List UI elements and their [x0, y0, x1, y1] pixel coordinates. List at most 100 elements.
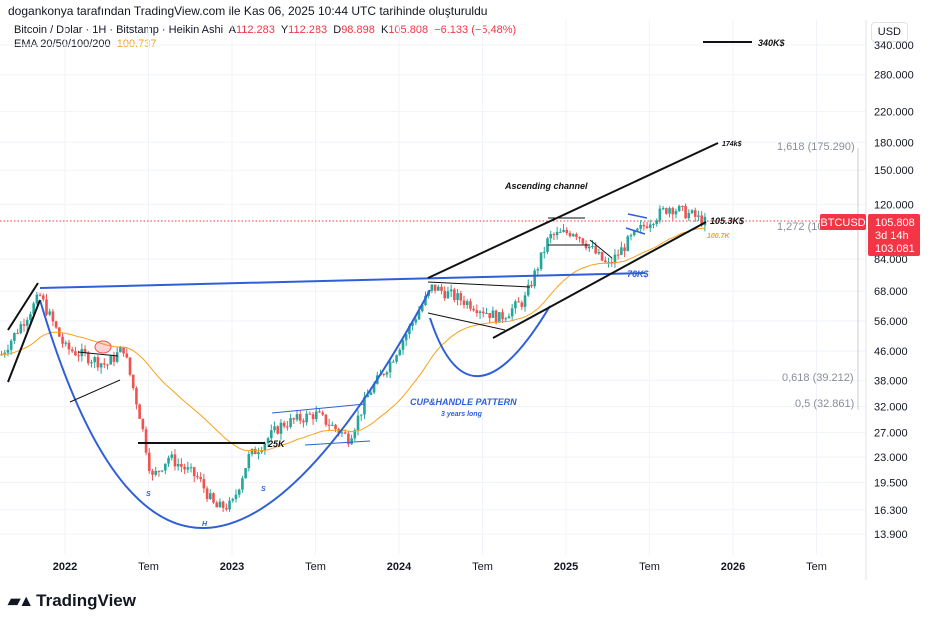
candle-body — [594, 245, 597, 254]
y-tick-label: 220.000 — [874, 107, 914, 119]
candle-body — [154, 470, 157, 475]
candle-body — [562, 229, 565, 232]
candle-body — [488, 312, 491, 318]
triangle-2022 — [69, 351, 121, 403]
candle-body — [408, 325, 411, 335]
label-76k: 76K$ — [627, 269, 650, 279]
candle-body — [199, 476, 202, 480]
ema-label[interactable]: EMA 20/50/100/200 — [14, 38, 111, 50]
candle-body — [687, 213, 691, 219]
y-tick-label: 46.000 — [874, 346, 908, 358]
candle-body — [125, 353, 129, 358]
candle-body — [437, 286, 440, 291]
candle-body — [247, 454, 251, 469]
rim-line — [39, 272, 646, 289]
candle-body — [9, 340, 13, 350]
grid — [0, 20, 866, 555]
candle-body — [176, 463, 180, 467]
candle-body — [350, 438, 353, 445]
candle-body — [449, 289, 453, 292]
candle-body — [456, 293, 459, 300]
symbol-title[interactable]: Bitcoin / Dolar · 1H · Bitstamp · Heikin… — [14, 24, 224, 36]
label-105k: 105.3K$ — [710, 216, 745, 226]
candle-body — [652, 223, 655, 225]
time-axis[interactable]: 2022 Tem 2023 Tem 2024 Tem 2025 Tem 2026 Tem — [53, 561, 827, 573]
cup-curve — [39, 289, 431, 529]
y-tick-label: 38.000 — [874, 375, 908, 387]
candle-body — [151, 470, 154, 475]
candle-body — [218, 501, 222, 508]
y-tick-label: 68.000 — [874, 286, 908, 298]
candle-body — [597, 251, 601, 254]
low-label: D — [333, 24, 342, 36]
ema-value: 100.737 — [116, 38, 157, 50]
price-tags: BTCUSD 105.808 3d 14h 103.081 — [820, 214, 920, 256]
candle-body — [453, 289, 456, 300]
candle-body — [475, 310, 479, 313]
candle-body — [485, 312, 488, 314]
candle-body — [491, 310, 495, 318]
candle-body — [119, 346, 122, 353]
candle-body — [411, 322, 414, 326]
y-tick-label: 280.000 — [874, 70, 914, 82]
x-tick-label: Tem — [305, 561, 326, 573]
candle-body — [6, 349, 10, 353]
y-tick-label: 150.000 — [874, 165, 914, 177]
candle-body — [22, 324, 26, 326]
candle-body — [681, 205, 684, 207]
candle-body — [324, 414, 328, 425]
candle-body — [157, 470, 161, 472]
candle-body — [273, 426, 276, 431]
tradingview-logo[interactable]: ▰▲ TradingView — [8, 591, 136, 611]
candle-body — [372, 383, 376, 393]
candle-body — [401, 340, 405, 350]
y-tick-label: 84.000 — [874, 254, 908, 266]
candle-body — [581, 238, 585, 244]
candle-body — [147, 452, 151, 471]
price-chart[interactable]: 340.000 280.000 220.000 180.000 150.000 120.0… — [0, 0, 930, 590]
low-value: 98.898 — [341, 24, 375, 36]
x-tick-label: Tem — [138, 561, 159, 573]
candle-body — [363, 397, 366, 415]
candle-body — [208, 493, 212, 500]
open-value: 112.283 — [235, 24, 275, 36]
candle-body — [45, 299, 48, 315]
high-label: Y — [280, 24, 289, 36]
candle-body — [404, 334, 408, 341]
currency-button[interactable]: USD — [870, 22, 908, 42]
candle-body — [677, 205, 681, 212]
candle-body — [289, 418, 292, 427]
candle-body — [292, 418, 296, 420]
candle-body — [298, 414, 302, 421]
candle-body — [263, 443, 267, 451]
candle-body — [244, 468, 247, 479]
candle-body — [164, 463, 167, 471]
candle-body — [160, 470, 164, 472]
candle-body — [700, 215, 703, 226]
candle-body — [632, 230, 636, 236]
symbol-tag: BTCUSD — [820, 217, 865, 229]
candle-body — [565, 229, 569, 233]
candle-body — [308, 413, 312, 415]
candles — [0, 203, 707, 513]
candle-body — [616, 254, 620, 256]
candle-body — [311, 414, 315, 420]
candle-body — [257, 452, 260, 455]
y-tick-label: 56.000 — [874, 316, 908, 328]
candle-body — [228, 500, 231, 510]
candle-body — [67, 342, 71, 350]
price-tag-value: 105.808 — [875, 217, 915, 229]
candle-body — [414, 319, 418, 323]
candle-body — [520, 302, 524, 307]
candle-body — [93, 357, 96, 363]
candle-body — [504, 318, 508, 320]
candle-body — [38, 294, 42, 296]
candle-body — [74, 351, 77, 356]
price-axis[interactable]: 340.000 280.000 220.000 180.000 150.000 120.0… — [874, 40, 914, 541]
candle-body — [575, 234, 578, 238]
candle-body — [128, 357, 132, 375]
y-tick-label: 19.500 — [874, 477, 908, 489]
candle-body — [600, 251, 604, 261]
fib-0618: 0,618 (39.212) — [782, 372, 854, 384]
candle-body — [167, 457, 170, 464]
